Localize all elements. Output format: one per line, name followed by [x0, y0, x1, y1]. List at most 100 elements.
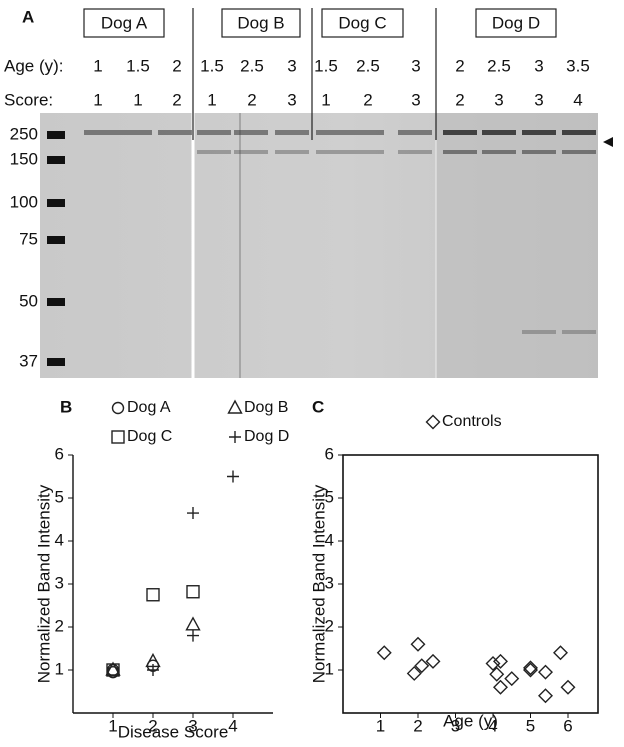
dog-box [83, 8, 165, 38]
point [538, 664, 553, 680]
legend-label: Dog D [244, 428, 289, 445]
legend-symbol [111, 430, 125, 444]
legend-label: Dog B [244, 399, 288, 416]
age-label: 1 [93, 56, 102, 75]
point [146, 588, 160, 602]
y-tick-label: 4 [55, 530, 64, 549]
age-label: 2.5 [487, 56, 511, 75]
x-tick-label: 1 [376, 716, 385, 735]
row-label: Age (y): [4, 56, 64, 75]
ladder-band [47, 199, 65, 207]
ladder-band [47, 236, 65, 244]
protein-band [197, 130, 231, 135]
point [106, 663, 120, 677]
score-label: 3 [534, 90, 543, 109]
point [414, 658, 430, 674]
score-label: 1 [321, 90, 330, 109]
score-label: 2 [363, 90, 372, 109]
protein-band [443, 130, 477, 135]
score-label: 1 [133, 90, 142, 109]
marker-label: 250 [10, 124, 38, 143]
score-label: 1 [207, 90, 216, 109]
x-tick-label: 4 [488, 716, 497, 735]
y-axis-label: Normalized Band Intensity [34, 484, 53, 683]
point [493, 653, 508, 669]
age-label: 2.5 [356, 56, 380, 75]
point [376, 645, 392, 661]
age-label: 3 [287, 56, 296, 75]
point [227, 470, 239, 483]
protein-band [482, 150, 516, 154]
legend-label: Dog C [127, 428, 172, 445]
score-label: 1 [93, 90, 102, 109]
point [187, 629, 199, 642]
protein-band [562, 330, 596, 334]
point [504, 671, 520, 687]
dog-name: Dog B [237, 13, 284, 32]
protein-band [197, 150, 231, 154]
protein-band [522, 330, 556, 334]
protein-band [398, 130, 432, 135]
marker-label: 37 [19, 351, 38, 370]
dog-box [221, 8, 301, 38]
row-label: Score: [4, 90, 53, 109]
age-label: 3 [411, 56, 420, 75]
score-label: 4 [573, 90, 582, 109]
point [489, 666, 505, 682]
protein-band [84, 130, 118, 135]
y-tick-label: 6 [325, 444, 334, 463]
age-label: 1.5 [314, 56, 338, 75]
x-tick-label: 3 [188, 716, 197, 735]
age-label: 2 [172, 56, 181, 75]
protein-band [350, 150, 384, 154]
panel-label: C [312, 397, 324, 416]
protein-band [350, 130, 384, 135]
legend-symbol [425, 414, 441, 430]
x-tick-label: 3 [451, 716, 460, 735]
dog-name: Dog C [338, 13, 386, 32]
point [186, 585, 200, 599]
point [523, 660, 538, 676]
legend-symbol [227, 399, 243, 414]
x-axis-label: Age (y) [443, 711, 498, 730]
point [185, 616, 201, 631]
protein-band [234, 150, 268, 154]
y-tick-label: 3 [55, 573, 64, 592]
y-tick-label: 4 [325, 530, 334, 549]
arrowhead [603, 137, 613, 147]
ladder-band [47, 298, 65, 306]
legend-symbol [111, 401, 125, 415]
y-axis-label: Normalized Band Intensity [309, 484, 328, 683]
dog-name: Dog A [101, 13, 148, 32]
protein-band [562, 150, 596, 154]
protein-band [522, 150, 556, 154]
score-label: 2 [455, 90, 464, 109]
y-tick-label: 5 [55, 487, 64, 506]
ladder-band [47, 131, 65, 139]
x-tick-label: 2 [413, 716, 422, 735]
dog-name: Dog D [492, 13, 540, 32]
panel-label: B [60, 397, 72, 416]
x-tick-label: 2 [148, 716, 157, 735]
protein-band [234, 130, 268, 135]
point [553, 645, 568, 661]
legend-symbol [229, 431, 241, 443]
point [187, 507, 199, 520]
ladder-band [47, 358, 65, 366]
score-label: 3 [494, 90, 503, 109]
protein-band [118, 130, 152, 135]
protein-band [443, 150, 477, 154]
protein-band [482, 130, 516, 135]
protein-band [562, 130, 596, 135]
age-label: 1.5 [126, 56, 150, 75]
point [493, 679, 508, 695]
y-tick-label: 1 [325, 659, 334, 678]
score-label: 2 [172, 90, 181, 109]
protein-band [316, 130, 350, 135]
protein-band [522, 130, 556, 135]
dog-box [475, 8, 557, 38]
x-tick-label: 6 [563, 716, 572, 735]
age-label: 2 [455, 56, 464, 75]
x-tick-label: 5 [526, 716, 535, 735]
